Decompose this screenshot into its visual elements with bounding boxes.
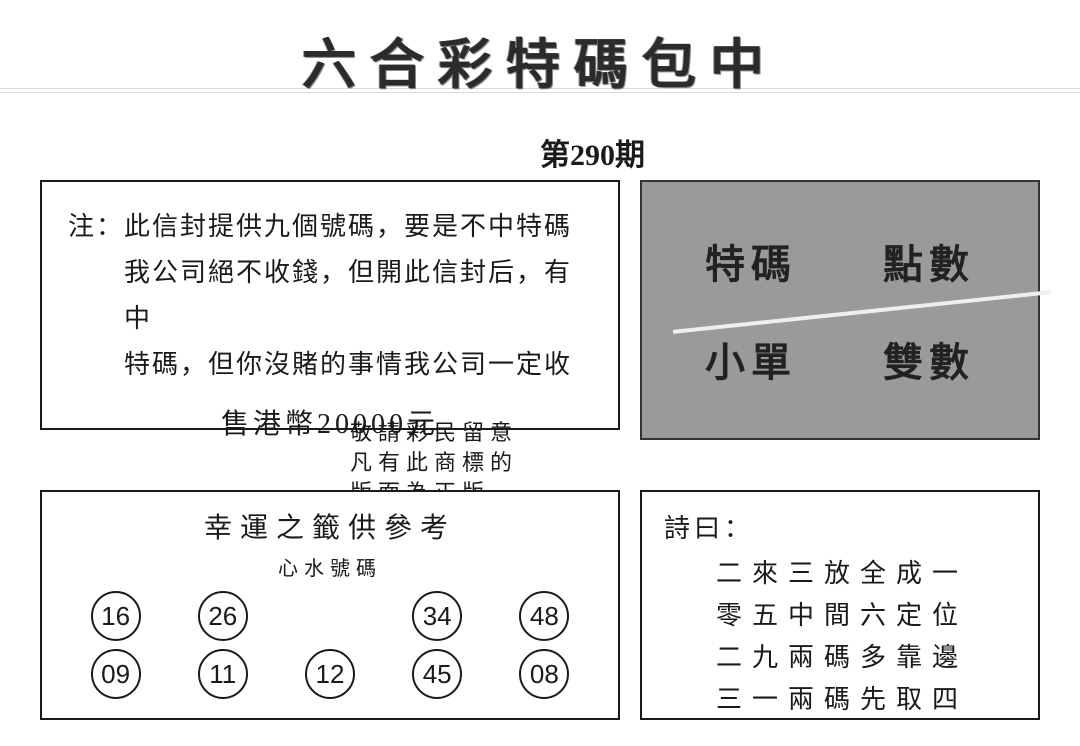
lucky-num: 45 <box>412 649 462 699</box>
page-title: 六合彩特碼包中 <box>0 20 1080 99</box>
lucky-num: 08 <box>519 649 569 699</box>
notice-line-2: 我公司絕不收錢，但開此信封后，有中 <box>68 250 592 342</box>
poem-line-2: 零五中間六定位 <box>664 595 1016 637</box>
poem-line-3: 二九兩碼多靠邊 <box>664 637 1016 679</box>
grey-cell-shuangshu: 雙數 <box>883 330 975 388</box>
lucky-num: 09 <box>91 649 141 699</box>
lucky-num: 16 <box>91 591 141 641</box>
poem-title: 詩曰： <box>664 508 1016 545</box>
trademark-line-2: 凡有此商標的 <box>350 448 518 478</box>
notice-line-1: 注：此信封提供九個號碼，要是不中特碼 <box>68 204 592 250</box>
lucky-box: 幸運之籤供參考 心水號碼 16 26 34 48 09 11 12 45 08 <box>40 490 620 720</box>
notice-line-3: 特碼，但你沒賭的事情我公司一定收 <box>68 342 592 388</box>
lucky-num: 26 <box>198 591 248 641</box>
lucky-num: 34 <box>412 591 462 641</box>
trademark-line-1: 敬請彩民留意 <box>350 418 518 448</box>
lucky-num: 12 <box>305 649 355 699</box>
grey-cell-xiaodan: 小單 <box>705 330 797 388</box>
issue-number: 第290期 <box>540 130 645 174</box>
lucky-row-2: 09 11 12 45 08 <box>62 649 598 699</box>
lucky-num-empty <box>305 591 355 641</box>
grey-cell-tema: 特碼 <box>705 232 797 290</box>
lucky-num: 11 <box>198 649 248 699</box>
diagonal-scratch <box>673 290 1051 334</box>
grey-cell-dianshu: 點數 <box>883 232 975 290</box>
grey-panel: 特碼 點數 小單 雙數 <box>640 180 1040 440</box>
lucky-title: 幸運之籤供參考 <box>62 506 598 546</box>
poem-line-1: 二來三放全成一 <box>664 553 1016 595</box>
poem-line-4: 三一兩碼先取四 <box>664 679 1016 721</box>
poem-box: 詩曰： 二來三放全成一 零五中間六定位 二九兩碼多靠邊 三一兩碼先取四 <box>640 490 1040 720</box>
lucky-subtitle: 心水號碼 <box>62 552 598 581</box>
notice-box: 注：此信封提供九個號碼，要是不中特碼 我公司絕不收錢，但開此信封后，有中 特碼，… <box>40 180 620 430</box>
lucky-num: 48 <box>519 591 569 641</box>
lucky-row-1: 16 26 34 48 <box>62 591 598 641</box>
